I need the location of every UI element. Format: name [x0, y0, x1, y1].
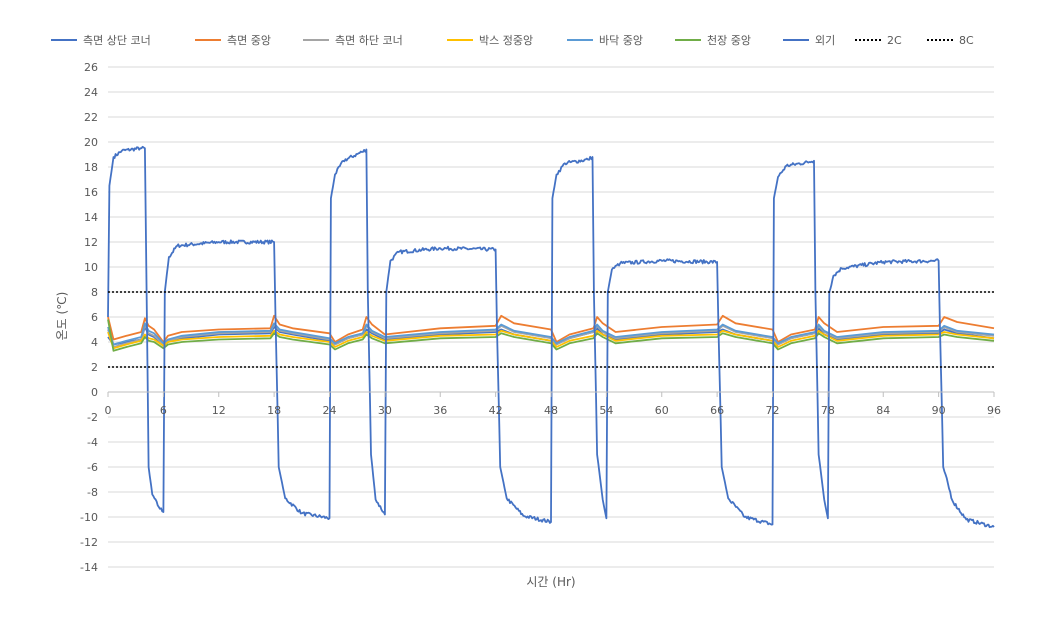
legend-label: 천장 중앙 — [707, 33, 751, 47]
legend-item: 측면 상단 코너 — [51, 34, 151, 47]
x-tick-label: 48 — [544, 404, 558, 417]
y-tick-label: -6 — [87, 461, 98, 474]
x-tick-label: 78 — [821, 404, 835, 417]
legend-label: 외기 — [815, 34, 835, 47]
y-tick-label: 12 — [84, 236, 98, 249]
y-tick-label: 6 — [91, 311, 98, 324]
x-tick-label: 6 — [160, 404, 167, 417]
y-tick-label: -8 — [87, 486, 98, 499]
y-tick-label: -2 — [87, 411, 98, 424]
series-group — [107, 145, 995, 529]
x-tick-label: 36 — [433, 404, 447, 417]
legend-item: 2C — [855, 34, 902, 47]
legend-label: 측면 상단 코너 — [83, 34, 151, 47]
x-tick-label: 0 — [105, 404, 112, 417]
x-tick-label: 18 — [267, 404, 281, 417]
legend-label: 2C — [887, 34, 902, 47]
legend-item: 8C — [927, 34, 974, 47]
y-tick-label: 20 — [84, 136, 98, 149]
y-tick-label: 14 — [84, 211, 98, 224]
y-tick-label: 24 — [84, 86, 98, 99]
x-axis-label: 시간 (Hr) — [526, 575, 575, 589]
series-line-4 — [107, 329, 995, 350]
legend-label: 측면 중앙 — [227, 34, 271, 47]
y-tick-label: 26 — [84, 61, 98, 74]
axes: -14-12-10-8-6-4-202468101214161820222426… — [80, 61, 1001, 574]
legend-item: 측면 하단 코너 — [303, 33, 403, 47]
x-tick-label: 90 — [932, 404, 946, 417]
y-tick-label: -10 — [80, 511, 98, 524]
legend-item: 천장 중앙 — [675, 33, 751, 47]
y-tick-label: -4 — [87, 436, 98, 449]
y-axis-label: 온도 (℃) — [55, 292, 69, 341]
x-tick-label: 96 — [987, 404, 1001, 417]
x-tick-label: 66 — [710, 404, 724, 417]
legend-label: 박스 정중앙 — [479, 34, 533, 47]
x-tick-label: 60 — [655, 404, 669, 417]
series-line-6 — [107, 319, 995, 352]
x-tick-label: 42 — [489, 404, 503, 417]
legend-label: 바닥 중앙 — [599, 34, 643, 47]
y-tick-label: 18 — [84, 161, 98, 174]
series-line-7 — [107, 145, 995, 529]
legend-label: 측면 하단 코너 — [335, 33, 403, 47]
legend-label: 8C — [959, 34, 974, 47]
legend-item: 박스 정중앙 — [447, 34, 533, 47]
y-tick-label: 8 — [91, 286, 98, 299]
y-tick-label: -14 — [80, 561, 98, 574]
legend-item: 측면 중앙 — [195, 34, 271, 47]
y-tick-label: -12 — [80, 536, 98, 549]
legend-item: 바닥 중앙 — [567, 34, 643, 47]
series-line-5 — [107, 322, 995, 346]
y-tick-label: 22 — [84, 111, 98, 124]
y-tick-label: 4 — [91, 336, 98, 349]
x-tick-label: 54 — [599, 404, 613, 417]
x-tick-label: 84 — [876, 404, 890, 417]
x-tick-label: 12 — [212, 404, 226, 417]
legend-item: 외기 — [783, 34, 835, 47]
y-tick-label: 10 — [84, 261, 98, 274]
series-line-2 — [107, 314, 995, 343]
y-tick-label: 16 — [84, 186, 98, 199]
y-tick-label: 0 — [91, 386, 98, 399]
x-tick-label: 72 — [766, 404, 780, 417]
x-tick-label: 24 — [323, 404, 337, 417]
chart-legend: 측면 상단 코너 측면 중앙 측면 하단 코너 박스 정중앙 바닥 중앙 천장 중앙 외기 2… — [51, 33, 974, 47]
x-tick-label: 30 — [378, 404, 392, 417]
y-tick-label: 2 — [91, 361, 98, 374]
series-line-3 — [107, 323, 995, 348]
